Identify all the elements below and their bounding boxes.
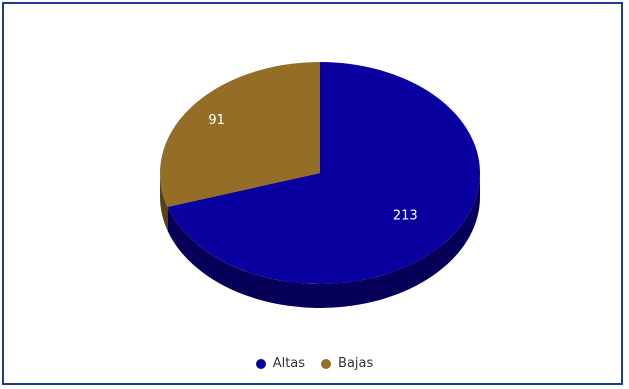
legend-swatch-bajas [321,358,332,369]
pie-side-bajas [160,173,168,231]
data-label-altas: 213 [393,209,418,224]
pie-slice-bajas[interactable] [160,62,320,207]
legend-swatch-altas [255,358,266,369]
legend-item-bajas[interactable]: Bajas [321,356,373,371]
legend-label-altas: Altas [272,356,306,371]
chart-legend: Altas Bajas [0,356,629,371]
legend-item-altas[interactable]: Altas [255,356,306,371]
pie-side-altas [167,173,480,308]
pie-slice-altas[interactable] [167,62,481,284]
data-label-bajas: 91 [208,113,225,128]
legend-label-bajas: Bajas [338,356,374,371]
